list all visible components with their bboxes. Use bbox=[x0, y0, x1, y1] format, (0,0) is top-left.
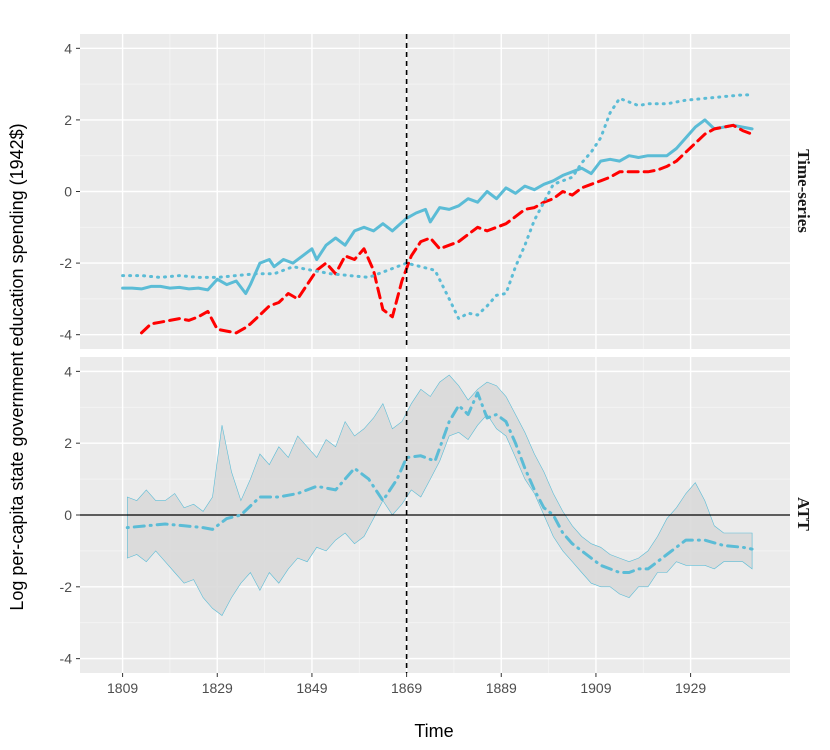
y-tick-label: -4 bbox=[60, 651, 73, 667]
x-tick-label: 1889 bbox=[486, 680, 517, 696]
y-tick-label: -2 bbox=[60, 255, 73, 271]
panel-time-series: -4 -2 0 2 4 bbox=[60, 34, 812, 349]
y-tick-label: 4 bbox=[64, 40, 72, 56]
y-axis-title: Log per-capita state government educatio… bbox=[7, 123, 27, 610]
strip-background bbox=[790, 34, 812, 349]
panel-att: -4 -2 0 2 4 bbox=[60, 357, 812, 673]
x-tick-label: 1809 bbox=[107, 680, 138, 696]
series-line-dotted bbox=[121, 93, 754, 321]
series-line-dotdash bbox=[125, 391, 754, 574]
y-tick-label: 4 bbox=[64, 363, 72, 379]
y-tick-label: 0 bbox=[64, 507, 72, 523]
series-line-dashed bbox=[140, 123, 754, 335]
strip-label-att: ATT bbox=[794, 497, 813, 531]
y-tick-label: 2 bbox=[64, 435, 72, 451]
x-tick-label: 1829 bbox=[202, 680, 233, 696]
x-tick-label: 1869 bbox=[391, 680, 422, 696]
strip-label-time-series: Time-series bbox=[794, 149, 813, 233]
x-tick-label: 1929 bbox=[675, 680, 706, 696]
y-tick-label: -4 bbox=[60, 327, 73, 343]
strip-background bbox=[790, 357, 812, 673]
confidence-ribbon bbox=[127, 374, 753, 616]
y-tick-label: 2 bbox=[64, 112, 72, 128]
x-tick-label: 1909 bbox=[580, 680, 611, 696]
series-line-solid bbox=[121, 118, 754, 295]
y-tick-label: -2 bbox=[60, 579, 73, 595]
x-axis: 1809 1829 1849 1869 1889 1909 1929 bbox=[107, 673, 706, 696]
x-axis-title: Time bbox=[414, 721, 453, 741]
x-tick-label: 1849 bbox=[296, 680, 327, 696]
y-tick-label: 0 bbox=[64, 184, 72, 200]
